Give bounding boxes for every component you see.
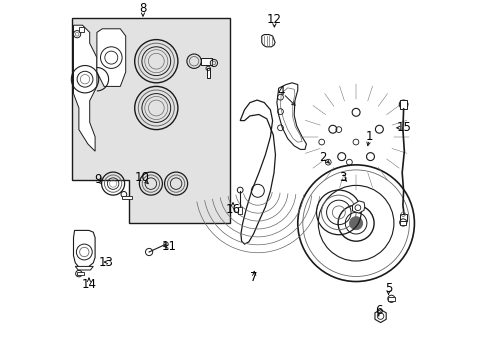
Polygon shape (97, 29, 125, 86)
Text: 1: 1 (366, 130, 373, 143)
Text: 6: 6 (374, 304, 382, 317)
Bar (387, 297, 394, 301)
Polygon shape (75, 266, 93, 270)
Text: 15: 15 (395, 121, 410, 134)
Circle shape (349, 217, 362, 230)
Bar (400, 221, 406, 225)
Text: 10: 10 (134, 171, 149, 184)
Bar (400, 100, 406, 109)
Text: 5: 5 (384, 282, 391, 294)
Polygon shape (261, 35, 275, 47)
Text: 16: 16 (225, 203, 240, 216)
Text: 3: 3 (338, 171, 346, 184)
Polygon shape (374, 310, 386, 323)
Bar (77, 272, 84, 275)
Polygon shape (73, 25, 97, 151)
Text: 2: 2 (319, 151, 326, 164)
Text: 4: 4 (277, 85, 285, 98)
Bar (206, 68, 209, 78)
Bar (201, 58, 212, 65)
Polygon shape (72, 18, 230, 223)
Bar (238, 207, 242, 214)
Polygon shape (73, 230, 95, 268)
Text: 13: 13 (98, 256, 113, 269)
Bar (122, 196, 132, 199)
Text: 14: 14 (81, 278, 96, 291)
Polygon shape (240, 100, 275, 244)
Text: 8: 8 (139, 3, 146, 15)
Text: 7: 7 (250, 271, 258, 284)
Polygon shape (79, 27, 84, 32)
Bar (399, 214, 406, 221)
Polygon shape (352, 201, 364, 213)
Polygon shape (276, 83, 306, 149)
Text: 9: 9 (94, 173, 101, 186)
Text: 12: 12 (266, 13, 281, 26)
Text: 11: 11 (162, 240, 177, 253)
